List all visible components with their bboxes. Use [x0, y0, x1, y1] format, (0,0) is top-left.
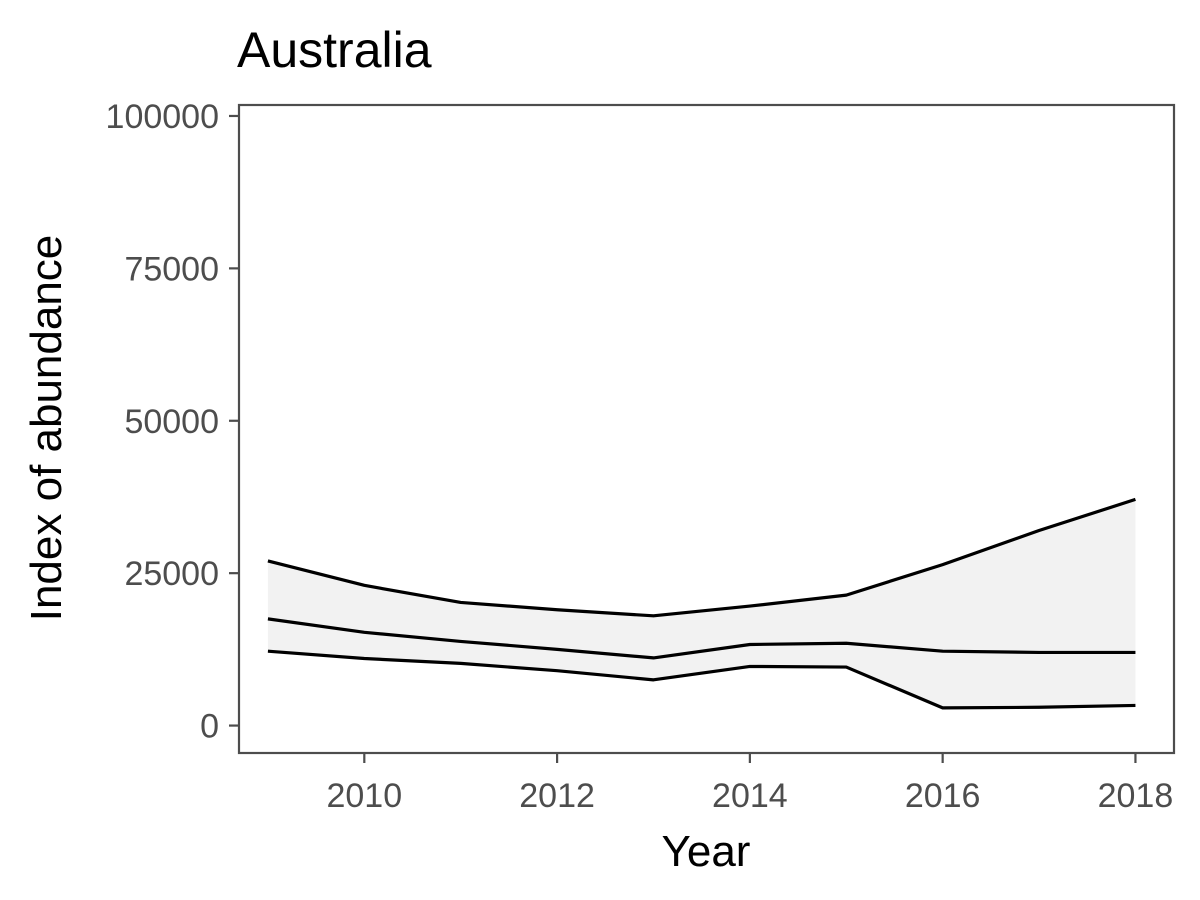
plot-area [267, 497, 1136, 710]
x-tick-label: 2012 [519, 777, 595, 815]
panel-border [237, 103, 1176, 755]
x-axis-title: Year [662, 827, 751, 876]
confidence-ribbon [267, 499, 1136, 708]
chart-title: Australia [237, 22, 432, 78]
x-tick-label: 2010 [326, 777, 402, 815]
x-tick-label: 2016 [905, 777, 981, 815]
y-tick-label: 25000 [124, 555, 219, 593]
estimate-line [267, 617, 1136, 660]
y-tick-label: 0 [200, 708, 219, 746]
y-tick-label: 50000 [124, 403, 219, 441]
y-tick-label: 100000 [106, 98, 219, 136]
y-tick-label: 75000 [124, 250, 219, 288]
x-tick-label: 2018 [1098, 777, 1174, 815]
x-tick-label: 2014 [712, 777, 788, 815]
upper-bound-line [267, 497, 1136, 618]
axes: 0 25000 50000 75000 100000 2010 2012 2014 2016 20… [106, 98, 1176, 815]
lower-bound-line [267, 649, 1136, 710]
y-axis-title: Index of abundance [22, 235, 71, 622]
